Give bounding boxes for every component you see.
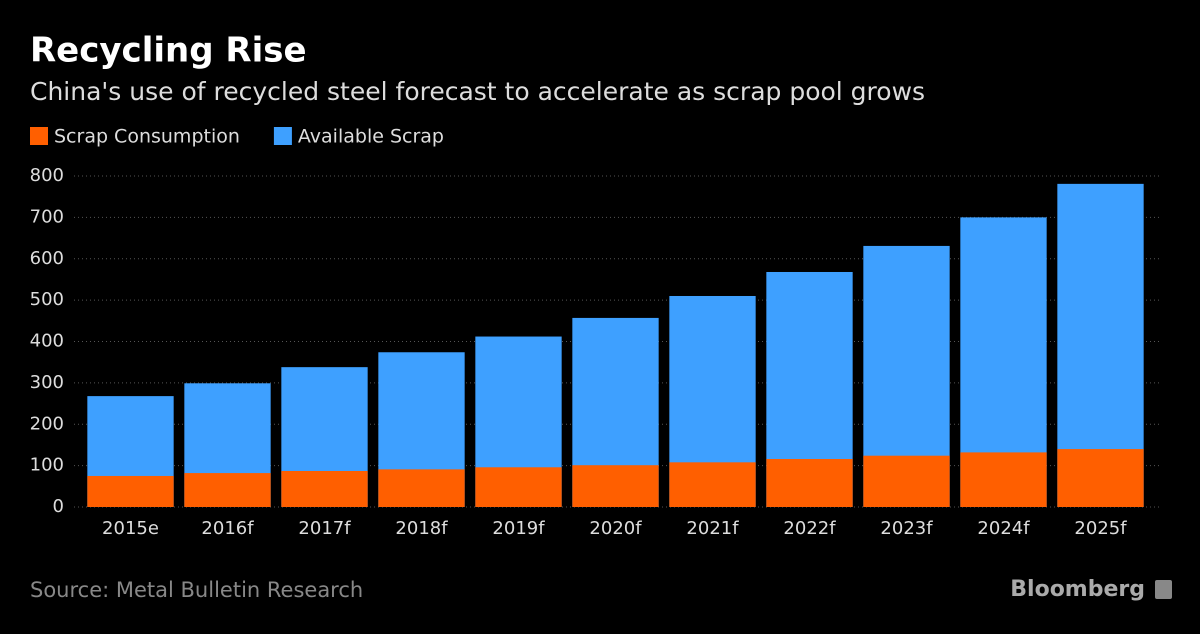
y-tick-label: 100 bbox=[30, 455, 64, 476]
y-tick-label: 500 bbox=[30, 289, 64, 310]
bar bbox=[766, 459, 853, 507]
chart-title: Recycling Rise bbox=[30, 31, 307, 71]
bar bbox=[87, 475, 174, 507]
bar bbox=[1057, 449, 1144, 507]
y-tick-label: 0 bbox=[53, 496, 64, 517]
x-tick-label: 2016f bbox=[201, 518, 254, 539]
y-tick-label: 600 bbox=[30, 248, 64, 269]
brand: Bloomberg bbox=[1010, 577, 1145, 602]
chart-subtitle: China's use of recycled steel forecast t… bbox=[30, 77, 925, 106]
x-tick-label: 2017f bbox=[298, 518, 351, 539]
legend-label: Scrap Consumption bbox=[54, 126, 240, 148]
bar bbox=[669, 462, 756, 507]
legend-label: Available Scrap bbox=[298, 126, 444, 148]
legend-swatch bbox=[273, 127, 292, 145]
y-tick-label: 400 bbox=[30, 331, 64, 352]
x-tick-label: 2020f bbox=[589, 518, 642, 539]
x-tick-label: 2019f bbox=[492, 518, 545, 539]
y-tick-label: 700 bbox=[30, 206, 64, 227]
bar bbox=[960, 452, 1047, 507]
x-tick-label: 2024f bbox=[977, 518, 1030, 539]
bar bbox=[281, 471, 368, 507]
x-tick-label: 2022f bbox=[783, 518, 836, 539]
x-tick-label: 2021f bbox=[686, 518, 739, 539]
bar bbox=[572, 465, 659, 507]
source: Source: Metal Bulletin Research bbox=[30, 578, 363, 602]
y-tick-label: 300 bbox=[30, 372, 64, 393]
y-tick-label: 800 bbox=[30, 165, 64, 186]
legend-swatch bbox=[30, 127, 48, 145]
bar bbox=[378, 469, 465, 507]
y-tick-label: 200 bbox=[30, 413, 64, 434]
x-tick-label: 2023f bbox=[880, 518, 933, 539]
brand-icon bbox=[1155, 580, 1172, 599]
x-tick-label: 2015e bbox=[102, 518, 159, 539]
bar bbox=[863, 455, 950, 507]
x-tick-label: 2018f bbox=[395, 518, 448, 539]
x-tick-label: 2025f bbox=[1074, 518, 1127, 539]
bar bbox=[184, 473, 271, 507]
bar bbox=[475, 467, 562, 507]
